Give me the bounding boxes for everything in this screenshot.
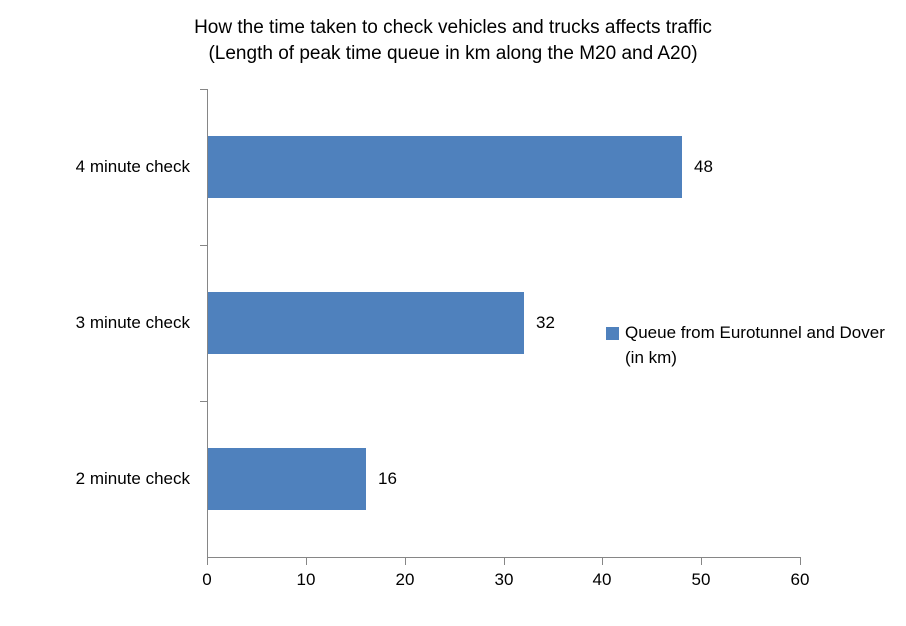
category-label: 4 minute check <box>75 157 190 176</box>
x-axis-tick <box>207 558 208 565</box>
category-label: 3 minute check <box>75 313 190 332</box>
x-axis-tick <box>504 558 505 565</box>
chart-title-line1: How the time taken to check vehicles and… <box>194 17 712 38</box>
legend: Queue from Eurotunnel and Dover (in km) <box>606 320 891 370</box>
data-label: 16 <box>378 469 397 488</box>
y-axis-tick <box>200 89 207 90</box>
x-axis-tick <box>701 558 702 565</box>
x-axis-tick <box>405 558 406 565</box>
x-axis-tick <box>800 558 801 565</box>
plot-area <box>207 89 801 558</box>
x-axis-tick-label: 20 <box>395 570 415 589</box>
x-axis-tick-label: 50 <box>691 570 711 589</box>
x-axis-tick-label: 0 <box>202 570 212 589</box>
x-axis-tick <box>602 558 603 565</box>
bar-3-minute-check <box>208 292 524 354</box>
y-axis-tick <box>200 245 207 246</box>
x-axis-tick-label: 10 <box>296 570 316 589</box>
x-axis-tick-label: 60 <box>790 570 810 589</box>
x-axis-tick-label: 30 <box>494 570 514 589</box>
chart-title-line2: (Length of peak time queue in km along t… <box>208 43 698 64</box>
bar-4-minute-check <box>208 136 682 198</box>
legend-label: Queue from Eurotunnel and Dover (in km) <box>625 323 885 367</box>
y-axis-tick <box>200 401 207 402</box>
category-label: 2 minute check <box>75 469 190 488</box>
data-label: 32 <box>536 313 555 332</box>
bar-2-minute-check <box>208 448 366 510</box>
x-axis-tick-label: 40 <box>592 570 612 589</box>
legend-marker-icon <box>606 327 619 340</box>
chart-title: How the time taken to check vehicles and… <box>0 15 906 67</box>
x-axis-tick <box>306 558 307 565</box>
data-label: 48 <box>694 157 713 176</box>
